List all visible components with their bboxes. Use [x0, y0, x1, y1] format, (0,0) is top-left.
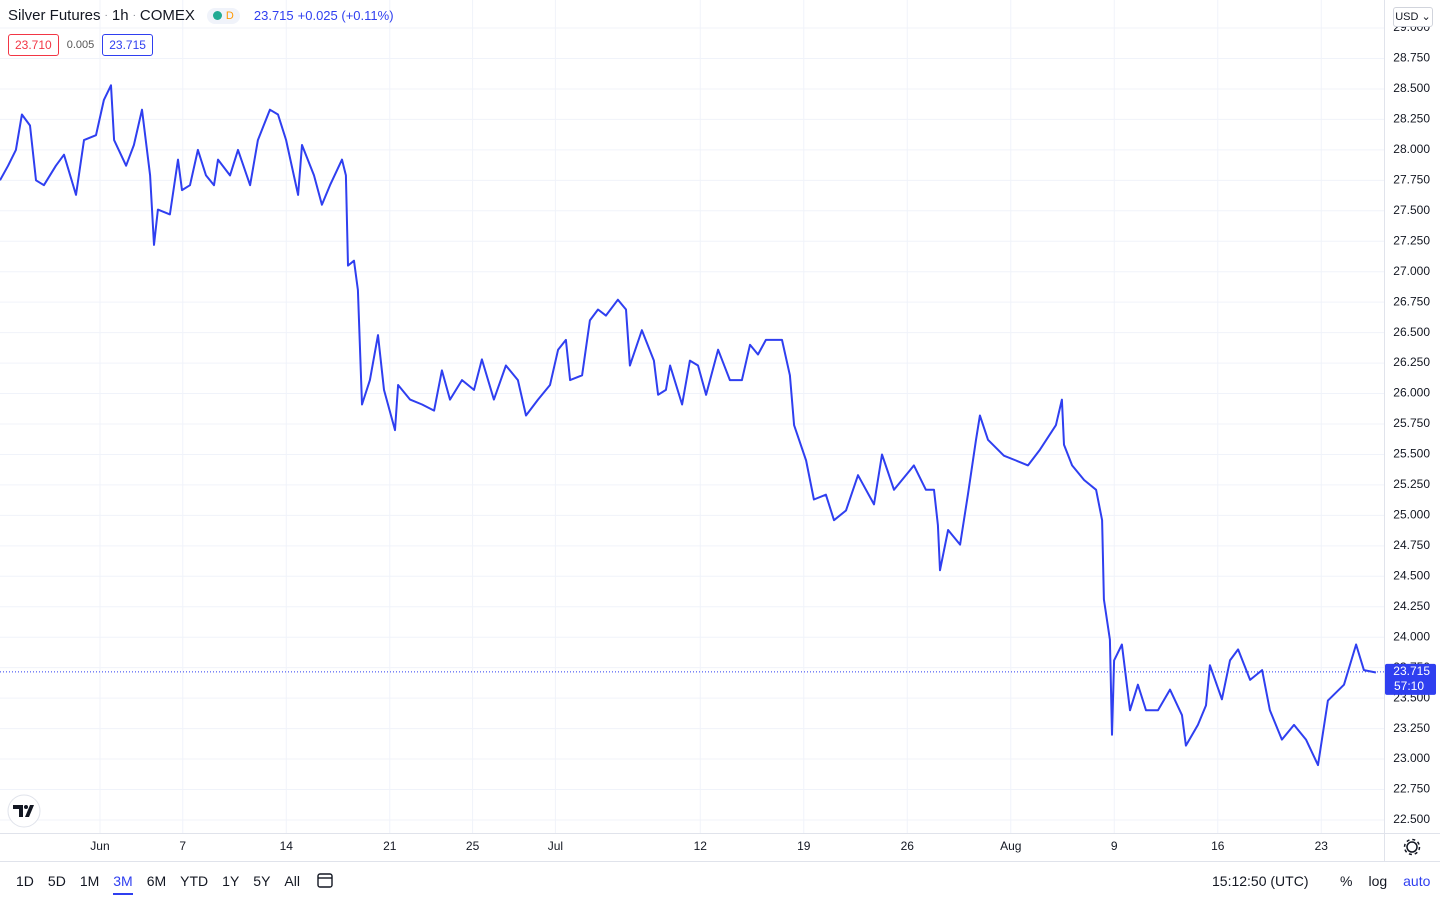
x-tick-label: Jul	[548, 839, 563, 853]
exchange: COMEX	[139, 7, 195, 24]
spread: 0.005	[66, 39, 95, 51]
change: +0.025 (+0.11%)	[297, 8, 394, 23]
y-tick-label: 28.500	[1393, 81, 1430, 95]
y-tick-label: 24.500	[1393, 568, 1430, 582]
y-tick-label: 23.000	[1393, 751, 1430, 765]
y-tick-label: 24.750	[1393, 538, 1430, 552]
x-tick-label: 16	[1211, 839, 1225, 853]
range-button[interactable]: 3M	[106, 873, 139, 895]
range-buttons: 1D 5D 1M 3M 6M YTD 1Y 5Y All	[9, 873, 307, 895]
y-tick-label: 27.500	[1393, 203, 1430, 217]
y-tick-label: 27.000	[1393, 264, 1430, 278]
currency: USD	[1395, 11, 1419, 23]
x-tick-label: 12	[694, 839, 708, 853]
range-button[interactable]: 5D	[47, 873, 66, 889]
x-tick-label: Jun	[90, 839, 109, 853]
y-tick-label: 25.250	[1393, 477, 1430, 491]
x-tick-label: 25	[466, 839, 480, 853]
badge: D	[225, 9, 234, 22]
last-price-label: 23.715	[1393, 664, 1430, 678]
settings-button[interactable]	[1403, 838, 1421, 856]
range-button[interactable]: All	[284, 873, 300, 889]
x-tick-label: 19	[797, 839, 811, 853]
currency-button[interactable]: USD ⌄	[1393, 7, 1433, 27]
y-tick-label: 28.000	[1393, 142, 1430, 156]
scale-option[interactable]: auto	[1403, 873, 1431, 889]
symbol[interactable]: Silver Futures	[8, 7, 101, 24]
x-tick-label: 23	[1315, 839, 1329, 853]
y-tick-label: 24.000	[1393, 629, 1430, 643]
y-tick-label: 27.250	[1393, 233, 1430, 247]
x-tick-label: Aug	[1000, 839, 1021, 853]
y-tick-label: 23.250	[1393, 721, 1430, 735]
y-tick-label: 24.250	[1393, 599, 1430, 613]
x-tick-label: 9	[1111, 839, 1118, 853]
scale-option[interactable]: %	[1340, 873, 1353, 889]
range-button[interactable]: 6M	[146, 873, 167, 889]
clock: 15:12:50 (UTC)	[1212, 873, 1309, 889]
y-tick-label: 28.250	[1393, 112, 1430, 126]
plot	[0, 84, 1384, 767]
y-tick-label: 26.000	[1393, 386, 1430, 400]
range-button[interactable]: YTD	[180, 873, 209, 889]
x-tick-label: 26	[901, 839, 915, 853]
y-tick-label: 28.750	[1393, 51, 1430, 65]
interval[interactable]: 1h	[111, 7, 129, 24]
y-tick-label: 26.500	[1393, 325, 1430, 339]
range-button[interactable]: 1D	[16, 873, 34, 889]
range-button[interactable]: 1M	[79, 873, 100, 889]
y-tick-label: 25.500	[1393, 447, 1430, 461]
countdown-label: 57:10	[1394, 679, 1424, 693]
scale-options: % log auto	[1340, 873, 1430, 889]
x-tick-label: 7	[179, 839, 186, 853]
legend: Silver Futures · 1h · COMEX D 23.715 +0.…	[8, 7, 394, 24]
y-tick-label: 25.000	[1393, 508, 1430, 522]
buy-button[interactable]: 23.715	[102, 34, 153, 56]
x-tick-label: 14	[280, 839, 294, 853]
y-tick-label: 22.500	[1393, 812, 1430, 826]
grid	[0, 0, 1384, 833]
y-tick-label: 26.250	[1393, 355, 1430, 369]
sell-button[interactable]: 23.710	[8, 34, 59, 56]
y-tick-label: 22.750	[1393, 782, 1430, 796]
last-price: 23.715	[253, 8, 294, 23]
y-tick-label: 26.750	[1393, 294, 1430, 308]
calendar-button[interactable]	[317, 873, 333, 888]
price-line	[0, 84, 1377, 767]
range-button[interactable]: 5Y	[253, 873, 271, 889]
y-tick-label: 25.750	[1393, 416, 1430, 430]
logo	[7, 794, 41, 828]
x-tick-label: 21	[383, 839, 397, 853]
status-pill: D	[206, 7, 240, 24]
y-tick-label: 27.750	[1393, 172, 1430, 186]
trade-buttons: 23.710 0.005 23.715	[8, 34, 153, 56]
last-price-box	[1385, 663, 1436, 695]
scale-option[interactable]: log	[1368, 873, 1388, 889]
bottom-toolbar: 1D 5D 1M 3M 6M YTD 1Y 5Y All 15:12:50 (UTC) % log…	[0, 862, 1440, 900]
range-button[interactable]: 1Y	[222, 873, 240, 889]
